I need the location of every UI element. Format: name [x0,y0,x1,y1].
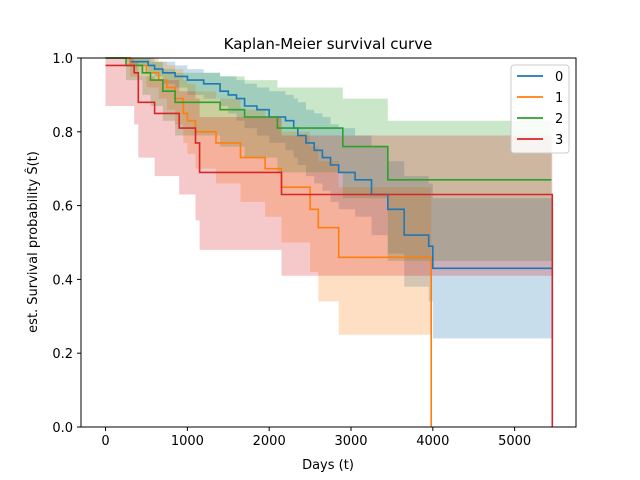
x-axis-label: Days (t) [302,458,354,473]
x-tick-label: 3000 [334,434,367,449]
legend-label-0: 0 [555,70,563,85]
y-tick-label: 0.4 [52,273,73,288]
survival-line-3 [105,64,554,427]
legend-label-3: 3 [555,133,563,148]
confidence-band-3 [105,58,553,427]
y-tick-label: 0.0 [52,421,73,436]
x-tick-label: 1000 [171,434,204,449]
confidence-band-1 [105,58,432,427]
y-tick-label: 0.2 [52,347,73,362]
confidence-band-2 [105,58,552,261]
legend: 0 1 2 3 [510,64,570,154]
x-axis: 0 1000 2000 3000 4000 5000 [101,427,531,449]
y-axis-label: est. Survival probability Ŝ(t) [25,151,41,333]
x-tick-label: 0 [101,434,109,449]
x-tick-label: 4000 [416,434,449,449]
survival-line-2 [105,57,552,181]
survival-line-0 [105,57,552,270]
y-tick-label: 0.6 [52,200,73,215]
y-tick-label: 0.8 [52,126,73,141]
y-axis: 0.0 0.2 0.4 0.6 0.8 1.0 [52,52,81,436]
legend-label-1: 1 [555,91,563,106]
legend-label-2: 2 [555,112,563,127]
x-tick-label: 2000 [253,434,286,449]
survival-lines [105,57,554,427]
survival-line-1 [105,57,433,427]
chart-title: Kaplan-Meier survival curve [224,35,433,53]
legend-frame [510,64,570,154]
y-tick-label: 1.0 [52,52,73,67]
plot-frame [80,57,577,428]
x-tick-label: 5000 [498,434,531,449]
